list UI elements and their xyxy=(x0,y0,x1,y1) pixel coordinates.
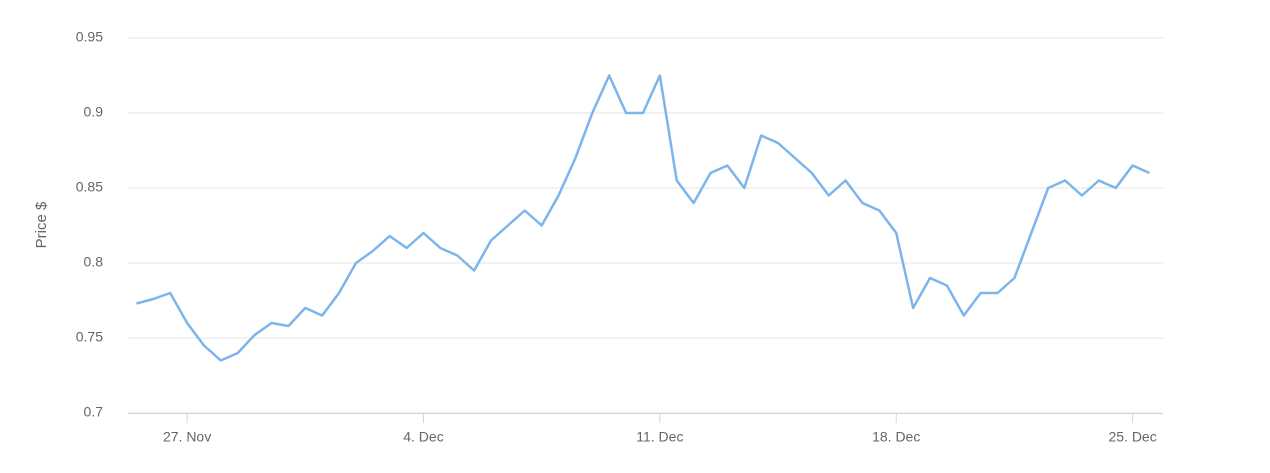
x-tick-label: 18. Dec xyxy=(872,429,920,445)
y-tick-label: 0.75 xyxy=(76,329,103,345)
y-tick-label: 0.85 xyxy=(76,179,103,195)
y-tick-label: 0.7 xyxy=(84,404,104,420)
x-tick-label: 4. Dec xyxy=(403,429,443,445)
x-tick-label: 27. Nov xyxy=(163,429,211,445)
y-tick-label: 0.95 xyxy=(76,29,103,45)
x-tick-label: 25. Dec xyxy=(1108,429,1156,445)
price-line xyxy=(136,74,1150,362)
x-tick-label: 11. Dec xyxy=(636,429,683,445)
y-axis-title: Price $ xyxy=(33,201,50,248)
y-tick-label: 0.8 xyxy=(84,254,104,270)
y-tick-label: 0.9 xyxy=(84,104,104,120)
